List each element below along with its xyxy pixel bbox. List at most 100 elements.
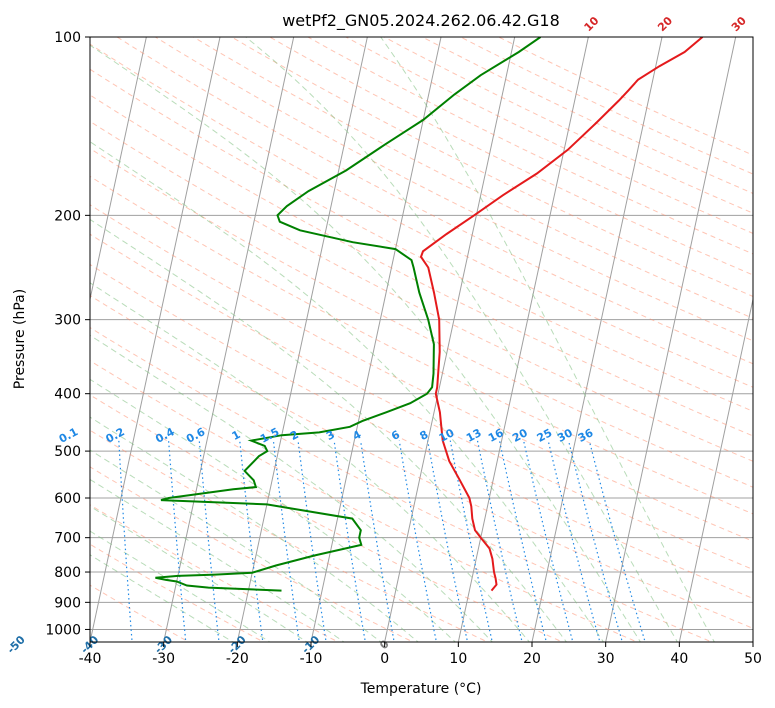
isotherm-gridline — [678, 296, 753, 642]
mixing-ratio-label: 2 — [288, 428, 301, 443]
isotherm-label: 10 — [582, 14, 602, 34]
isotherm-label: -50 — [5, 633, 28, 656]
plot-frame — [89, 36, 754, 643]
x-tick-label: 0 — [380, 651, 389, 667]
dry-adiabat-line — [90, 233, 753, 570]
y-tick-label: 100 — [54, 30, 81, 46]
moist-adiabat-line — [90, 44, 642, 642]
y-tick-label: 900 — [54, 595, 81, 611]
dry-adiabat-line — [90, 429, 489, 642]
dry-adiabat-line — [90, 147, 753, 488]
line-labels: 0.10.20.40.611.52346810131620253036-100-… — [5, 14, 750, 657]
moist-adiabat-line — [90, 505, 308, 642]
dry-adiabat-line — [90, 175, 753, 515]
dry-adiabat-line — [459, 37, 753, 175]
mixing-ratio-line — [398, 440, 438, 642]
mixing-ratio-line — [588, 440, 646, 642]
dry-adiabat-line — [230, 37, 753, 297]
mixing-ratio-label: 0.4 — [153, 425, 177, 446]
dry-adiabat-line — [192, 37, 753, 319]
dry-adiabat-line — [90, 294, 753, 629]
mixing-ratio-line — [297, 440, 327, 642]
moist-adiabat-line — [90, 141, 605, 642]
isotherm-gridline — [384, 37, 516, 642]
chart-title: wetPf2_GN05.2024.262.06.42.G18 — [282, 11, 560, 31]
isotherm-label: 20 — [655, 14, 675, 34]
x-tick-label: 50 — [744, 651, 762, 667]
dry-adiabat-line — [90, 504, 340, 642]
mixing-ratio-label: 10 — [437, 426, 457, 445]
y-tick-label: 1000 — [45, 622, 81, 638]
dewpoint-line — [155, 37, 542, 592]
moist-adiabat-line — [380, 37, 715, 642]
dry-adiabat-line — [116, 37, 753, 365]
isotherm-gridline — [310, 37, 442, 642]
isotherm-gridline — [90, 37, 147, 302]
isotherm-gridline — [605, 37, 737, 642]
isotherm-gridline — [236, 37, 368, 642]
x-tick-label: 20 — [523, 651, 541, 667]
dry-adiabat-line — [344, 37, 753, 234]
dry-adiabat-line — [90, 394, 564, 642]
moist-adiabat-line — [90, 554, 234, 642]
y-tick-label: 700 — [54, 531, 81, 547]
y-tick-label: 600 — [54, 491, 81, 507]
mixing-ratio-label: 25 — [535, 426, 555, 445]
isotherm-gridline — [0, 24, 2, 645]
moist-adiabat-line — [244, 37, 678, 642]
moist-adiabat-line — [90, 416, 419, 642]
moist-adiabat-line — [90, 530, 271, 642]
dry-adiabat-line — [268, 37, 753, 276]
mixing-ratio-label: 30 — [555, 426, 575, 445]
dry-adiabat-line — [90, 360, 639, 642]
mixing-ratio-label: 16 — [486, 426, 506, 445]
isotherm-gridline — [90, 37, 221, 642]
y-ticks: 100 200 300 400 500 600 700 800 900 1000 — [45, 30, 90, 638]
moist-adiabat-line — [90, 282, 531, 642]
mixing-ratio-line — [498, 440, 547, 642]
dry-adiabat-line — [90, 543, 265, 642]
y-tick-label: 800 — [54, 565, 81, 581]
dry-adiabat-line — [497, 37, 753, 156]
y-axis-label: Pressure (hPa) — [12, 289, 28, 389]
mixing-ratio-line — [272, 440, 300, 642]
mixing-ratio-label: 1 — [230, 428, 243, 443]
dry-adiabat-line — [90, 204, 753, 542]
y-tick-label: 500 — [54, 444, 81, 460]
temperature-line — [419, 37, 704, 592]
mixing-ratio-line — [360, 440, 395, 642]
x-tick-label: -40 — [79, 651, 102, 667]
mixing-ratio-line — [198, 440, 220, 642]
isotherm-gridline — [163, 37, 295, 642]
mixing-ratio-label: 4 — [351, 428, 364, 443]
moist-adiabat-line — [90, 378, 456, 642]
moist-adiabat-line — [90, 449, 382, 642]
background-lines — [0, 24, 753, 645]
x-tick-label: 10 — [449, 651, 467, 667]
dry-adiabat-line — [90, 120, 753, 462]
isotherm-gridline — [752, 639, 753, 642]
dry-adiabat-line — [90, 584, 190, 642]
mixing-ratio-label: 20 — [510, 426, 530, 445]
mixing-ratio-label: 1.5 — [258, 425, 281, 446]
x-ticks: -40 -30 -20 -10 0 10 20 30 40 50 — [79, 642, 762, 667]
dry-adiabat-line — [90, 327, 714, 642]
isotherm-gridline — [457, 37, 589, 642]
mixing-ratio-line — [427, 440, 469, 642]
y-tick-label: 200 — [54, 208, 81, 224]
mixing-ratio-label: 13 — [464, 426, 484, 445]
dry-adiabat-line — [90, 94, 753, 437]
isotherm-label: 30 — [729, 14, 749, 34]
mixing-ratio-line — [118, 440, 133, 642]
x-tick-label: -10 — [300, 651, 323, 667]
dry-adiabat-line — [306, 37, 753, 255]
dry-adiabat-line — [90, 263, 753, 600]
y-tick-label: 400 — [54, 387, 81, 403]
sounding-traces — [155, 37, 704, 592]
x-tick-label: 40 — [670, 651, 688, 667]
dry-adiabat-line — [90, 466, 415, 642]
x-tick-label: 30 — [597, 651, 615, 667]
dry-adiabat-line — [90, 68, 753, 412]
mixing-ratio-line — [333, 440, 366, 642]
